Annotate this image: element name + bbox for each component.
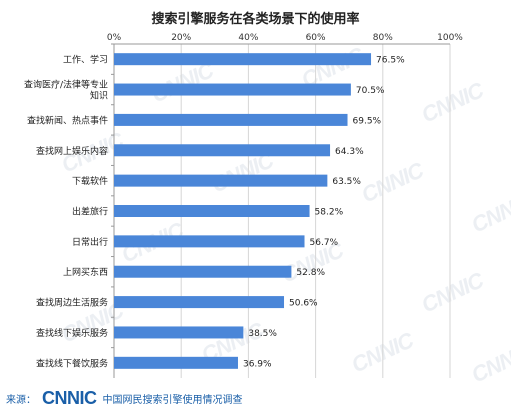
x-tick-label: 80% [373, 33, 393, 43]
category-label: 查找线下餐饮服务 [36, 357, 108, 369]
bar-value-label: 76.5% [376, 56, 405, 66]
chart-title: 搜索引擎服务在各类场景下的使用率 [151, 12, 360, 27]
bar-value-label: 63.5% [332, 177, 361, 187]
category-label: 工作、学习 [63, 54, 108, 66]
bar [114, 296, 285, 309]
bar [114, 205, 310, 217]
source-label: 来源： [6, 394, 36, 406]
bar [114, 265, 292, 278]
bar-value-label: 70.5% [356, 86, 385, 96]
category-label: 查询医疗/法律等专业知识 [24, 79, 108, 102]
x-tick-label: 100% [437, 33, 463, 43]
bar [114, 144, 331, 157]
bar-value-label: 50.6% [289, 299, 318, 309]
category-label: 查找网上娱乐内容 [36, 145, 108, 157]
bar [114, 356, 238, 369]
bar-value-label: 52.8% [296, 268, 325, 278]
bar-value-label: 69.5% [353, 116, 382, 126]
cnnic-logo: CNNIC [42, 387, 97, 408]
x-tick-label: 0% [107, 33, 122, 43]
category-label: 出差旅行 [72, 206, 108, 218]
x-tick-label: 60% [306, 33, 326, 43]
category-label: 上网买东西 [63, 266, 108, 278]
bar [114, 235, 305, 248]
category-label: 查找线下娱乐服务 [36, 327, 108, 339]
bar [114, 83, 351, 96]
bar-value-label: 38.5% [248, 329, 277, 339]
bar-value-label: 36.9% [243, 359, 272, 369]
x-tick-label: 20% [171, 33, 191, 43]
category-label: 查找新闻、热点事件 [27, 114, 108, 126]
bar-value-label: 64.3% [335, 147, 364, 157]
bar [114, 53, 372, 66]
source-text: 中国网民搜索引擎使用情况调查 [102, 394, 243, 406]
bar-value-label: 58.2% [315, 208, 344, 218]
bar [114, 113, 348, 126]
category-label: 下载软件 [72, 175, 108, 187]
bar [114, 174, 328, 187]
source-line: 来源： CNNIC 中国网民搜索引擎使用情况调查 [6, 387, 243, 409]
bar-value-label: 56.7% [310, 238, 339, 248]
x-tick-label: 40% [238, 33, 258, 43]
bar [114, 326, 244, 339]
category-label: 查找周边生活服务 [36, 297, 108, 309]
category-label: 日常出行 [72, 236, 108, 248]
